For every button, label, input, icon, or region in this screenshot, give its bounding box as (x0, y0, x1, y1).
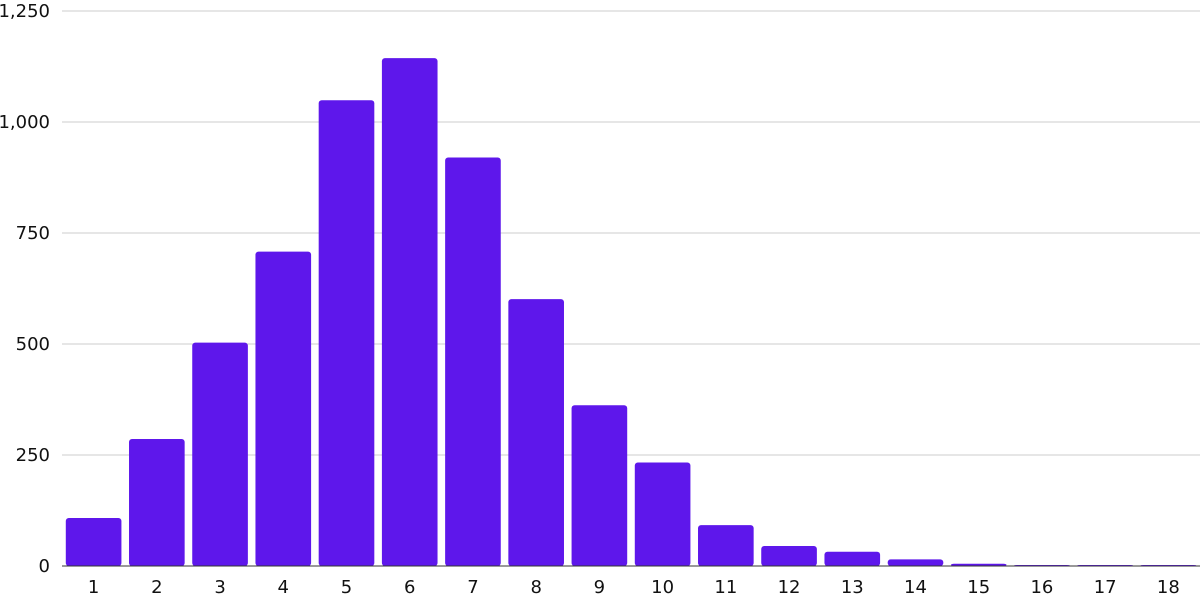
x-tick-label: 7 (467, 577, 478, 598)
x-tick-label: 17 (1094, 577, 1117, 598)
x-tick-label: 3 (214, 577, 225, 598)
y-tick-label: 250 (16, 445, 50, 466)
bar-1 (65, 518, 122, 566)
bar-15 (950, 563, 1007, 566)
x-tick-label: 16 (1030, 577, 1053, 598)
x-tick-label: 5 (341, 577, 352, 598)
x-tick-label: 1 (88, 577, 99, 598)
x-tick-label: 10 (651, 577, 674, 598)
y-tick-label: 1,250 (0, 1, 50, 22)
x-tick-label: 9 (594, 577, 605, 598)
y-tick-label: 1,000 (0, 112, 50, 133)
y-axis-tick-labels: 0 250 500 750 1,000 1,250 (0, 1, 50, 577)
bar-9 (571, 405, 628, 566)
bar-5 (318, 100, 375, 566)
x-tick-label: 14 (904, 577, 927, 598)
y-tick-label: 500 (16, 334, 50, 355)
bar-10 (634, 462, 691, 566)
gridlines (62, 10, 1200, 456)
bar-11 (698, 525, 754, 566)
x-tick-label: 6 (404, 577, 415, 598)
bar-4 (255, 251, 312, 566)
bar-12 (761, 546, 817, 566)
x-axis-tick-labels: 1 2 3 4 5 6 7 8 9 10 11 12 13 14 15 16 17 18 (88, 577, 1180, 598)
bar-6 (381, 58, 438, 567)
x-tick-label: 15 (967, 577, 990, 598)
y-tick-label: 750 (16, 223, 50, 244)
x-tick-label: 8 (530, 577, 541, 598)
y-tick-label: 0 (39, 556, 50, 577)
bar-13 (824, 551, 881, 566)
bar-14 (887, 559, 944, 566)
x-tick-label: 12 (778, 577, 801, 598)
bar-8 (508, 299, 564, 566)
x-tick-label: 4 (278, 577, 289, 598)
bar-2 (129, 439, 185, 566)
bar-3 (192, 342, 248, 566)
bar-7 (445, 157, 501, 566)
bars (65, 58, 1197, 567)
x-tick-label: 2 (151, 577, 162, 598)
x-tick-label: 18 (1157, 577, 1180, 598)
x-tick-label: 11 (714, 577, 737, 598)
x-tick-label: 13 (841, 577, 864, 598)
